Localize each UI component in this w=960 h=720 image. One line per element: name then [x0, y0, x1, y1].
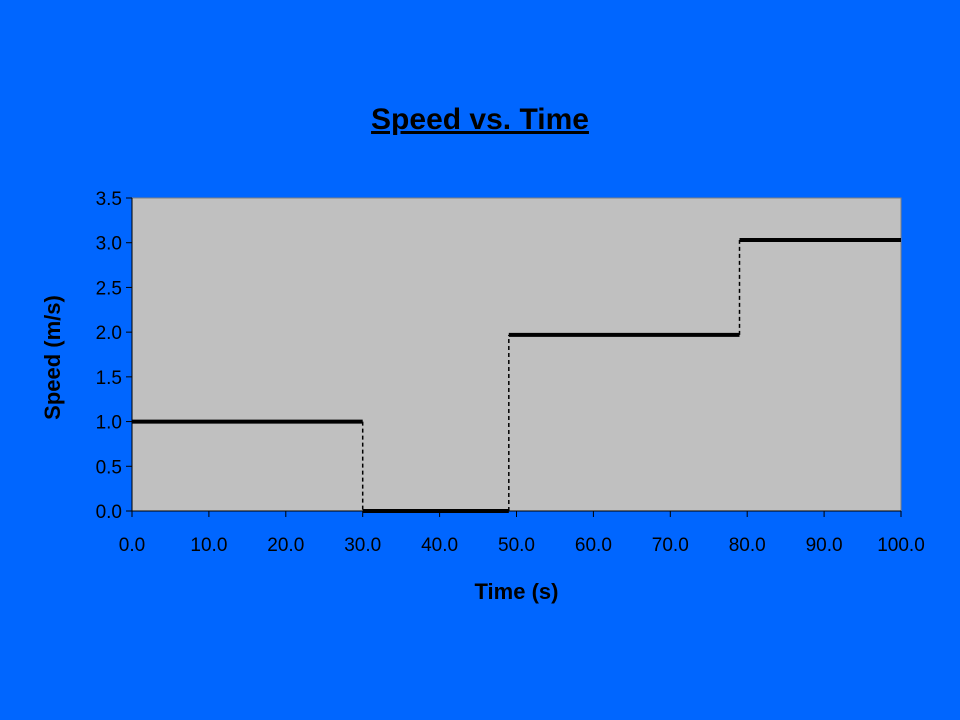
- x-tick-label: 60.0: [575, 535, 612, 556]
- x-tick-label: 50.0: [498, 535, 535, 556]
- x-tick-label: 80.0: [729, 535, 766, 556]
- x-tick-label: 90.0: [806, 535, 843, 556]
- x-tick-label: 70.0: [652, 535, 689, 556]
- y-tick-label: 3.0: [96, 234, 122, 255]
- x-axis-title: Time (s): [475, 579, 559, 604]
- x-tick-label: 40.0: [421, 535, 458, 556]
- data-series: [132, 238, 901, 513]
- y-tick-label: 2.0: [96, 323, 122, 344]
- plot-area: [131, 197, 902, 512]
- x-tick-label: 100.0: [877, 535, 925, 556]
- y-ticks: 0.0 0.5 1.0 1.5 2.0 2.5 3.0 3.5: [96, 189, 132, 523]
- y-tick-label: 0.5: [96, 457, 122, 478]
- x-tick-label: 10.0: [190, 535, 227, 556]
- x-tick-label: 20.0: [267, 535, 304, 556]
- x-ticks: 0.0 10.0 20.0 30.0 40.0 50.0 60.0 70.0 80.0 90.0 1…: [119, 511, 925, 556]
- y-tick-label: 0.0: [96, 502, 122, 523]
- chart-title: Speed vs. Time: [371, 103, 589, 136]
- x-tick-label: 0.0: [119, 535, 145, 556]
- y-tick-label: 2.5: [96, 278, 122, 299]
- x-tick-label: 30.0: [344, 535, 381, 556]
- y-tick-label: 1.5: [96, 368, 122, 389]
- transition-lines: [361, 240, 741, 511]
- y-tick-label: 3.5: [96, 189, 122, 210]
- y-axis-title: Speed (m/s): [40, 295, 65, 420]
- y-tick-label: 1.0: [96, 413, 122, 434]
